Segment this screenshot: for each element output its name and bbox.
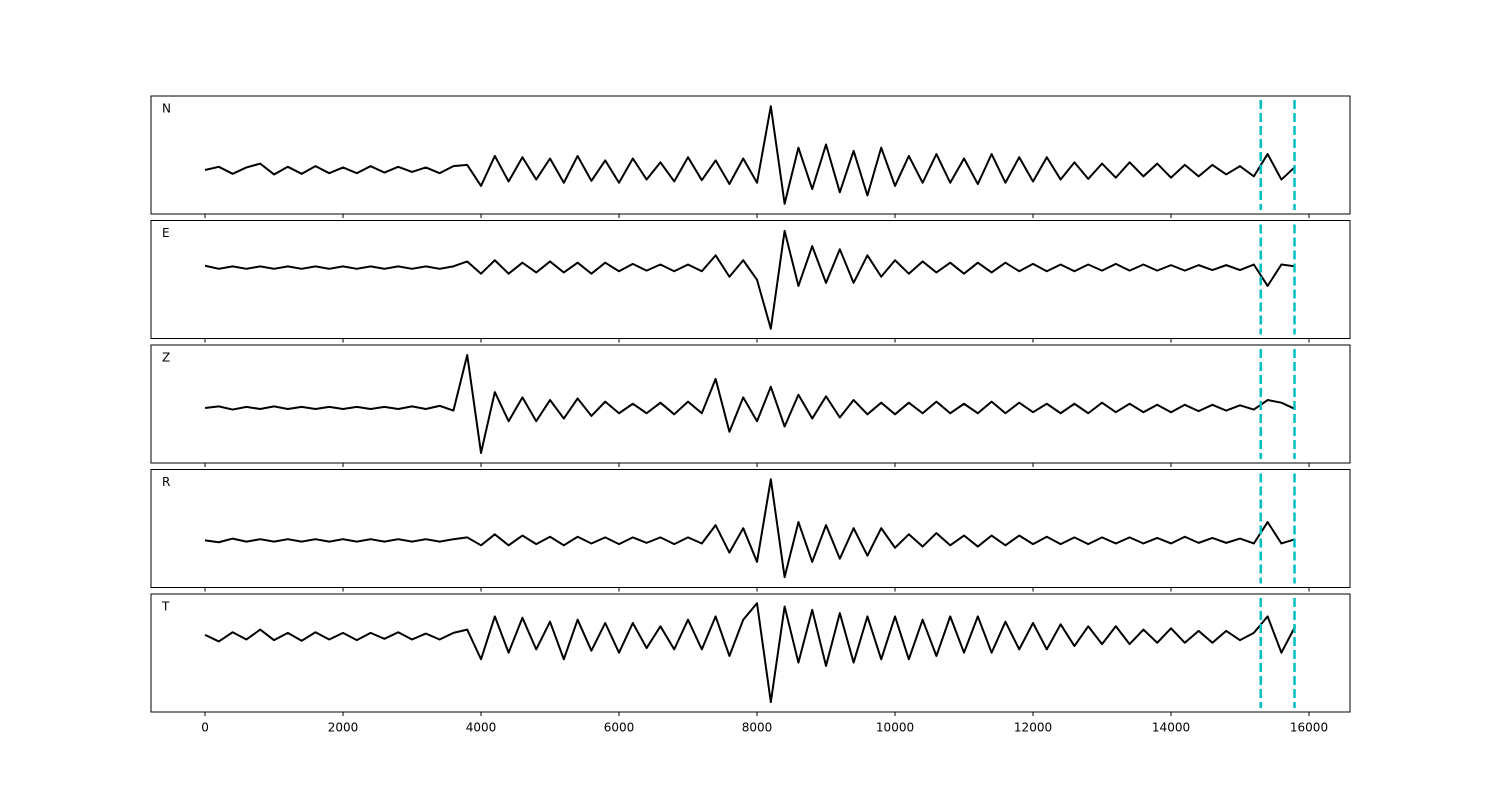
x-tick-label: 8000 (742, 721, 773, 735)
panel-frame (150, 344, 1351, 464)
panel-label: R (162, 475, 170, 489)
x-tick-label: 4000 (466, 721, 497, 735)
panel-label: E (162, 226, 170, 240)
panel-label: Z (162, 351, 170, 365)
trace (204, 602, 1297, 704)
panel-label: T (161, 600, 170, 614)
x-tick-label: 16000 (1290, 721, 1328, 735)
x-tick-label: 14000 (1152, 721, 1190, 735)
trace (204, 478, 1296, 579)
x-tick-label: 2000 (328, 721, 359, 735)
x-tick-label: 10000 (876, 721, 914, 735)
panel-frame (150, 95, 1351, 215)
panel-frame (150, 220, 1351, 339)
panel-label: N (162, 102, 171, 116)
x-tick-label: 6000 (604, 721, 635, 735)
x-tick-label: 12000 (1014, 721, 1052, 735)
panel-frame (150, 469, 1351, 588)
panel-frame (150, 593, 1351, 713)
x-tick-label: 0 (201, 721, 209, 735)
trace (204, 105, 1296, 205)
trace (204, 229, 1296, 330)
trace (204, 354, 1296, 454)
